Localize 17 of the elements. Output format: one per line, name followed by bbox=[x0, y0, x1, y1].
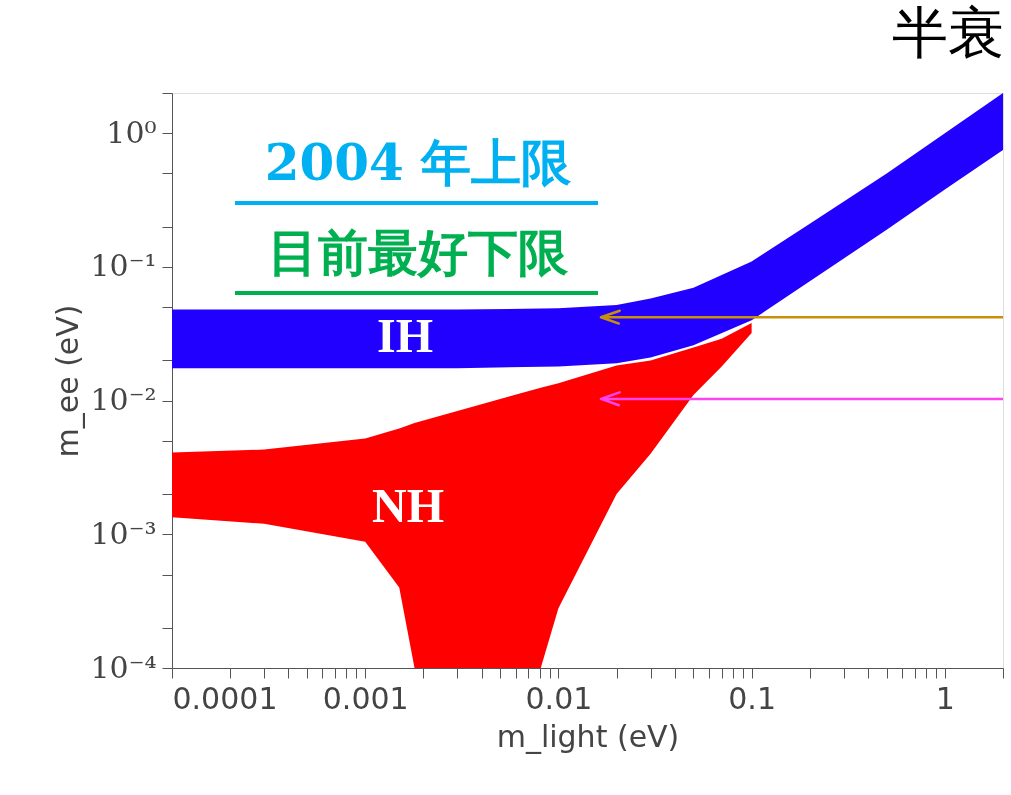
annotation: 2004 年上限 bbox=[264, 133, 573, 192]
x-tick-label: 0.1 bbox=[728, 680, 776, 716]
y-tick-label: 10⁻³ bbox=[90, 515, 157, 551]
y-tick-label: 10⁻¹ bbox=[90, 248, 157, 284]
annotation: IH bbox=[376, 309, 434, 362]
x-tick-label: 1 bbox=[935, 680, 955, 716]
chart-title: 半衰 bbox=[892, 0, 1005, 65]
y-tick-label: 10⁻⁴ bbox=[90, 649, 157, 685]
y-tick-label: 10⁰ bbox=[106, 114, 157, 150]
x-axis-title: m_light (eV) bbox=[496, 718, 680, 754]
x-tick-label: 0.001 bbox=[322, 680, 409, 716]
x-tick-label: 0.01 bbox=[525, 680, 593, 716]
annotation: 目前最好下限 bbox=[268, 223, 569, 282]
annotation: NH bbox=[372, 479, 444, 532]
y-axis-title: m_ee (eV) bbox=[50, 304, 86, 458]
x-tick-label: 0.0001 bbox=[172, 680, 278, 716]
y-tick-label: 10⁻² bbox=[90, 382, 157, 418]
